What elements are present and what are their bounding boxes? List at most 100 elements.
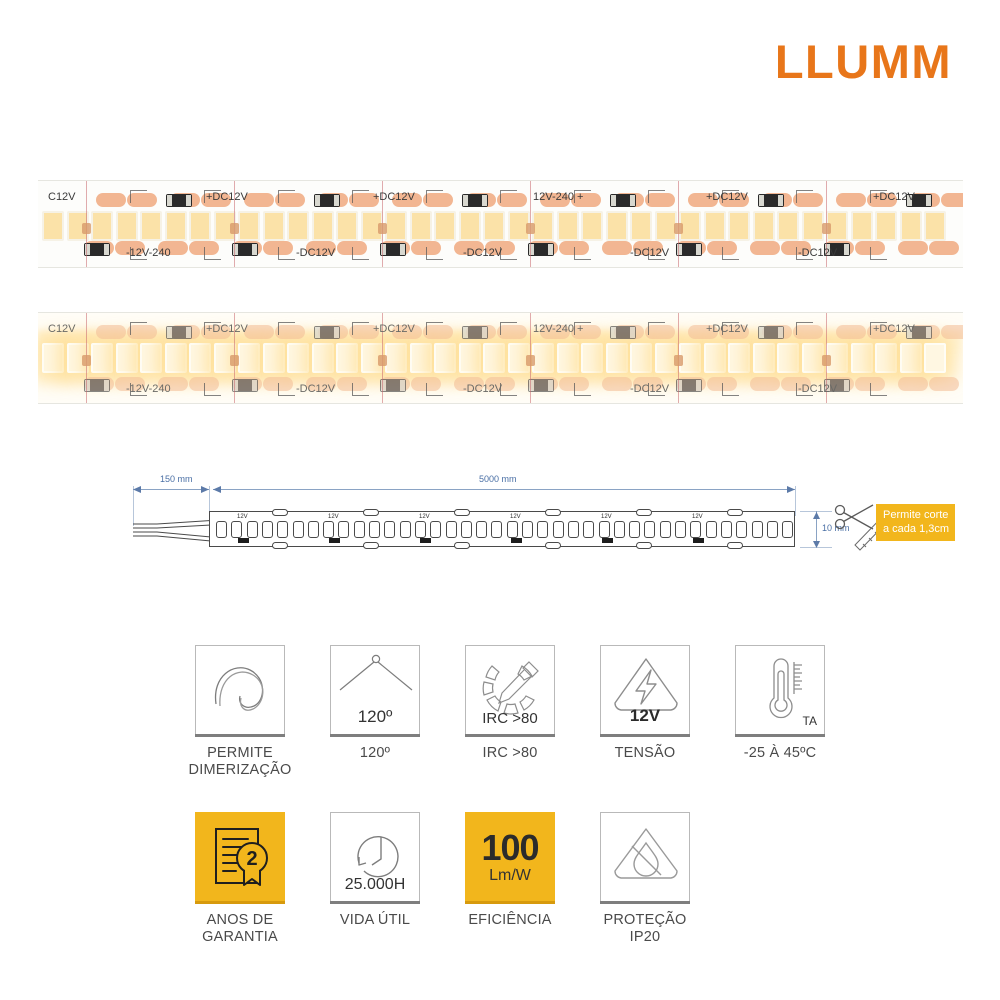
resistor-chip	[380, 379, 406, 392]
led-chip	[728, 211, 750, 241]
silkscreen-bracket	[426, 383, 443, 396]
copper-pad	[127, 193, 157, 207]
caption-line-2: IP20	[629, 929, 661, 945]
silkscreen-bracket	[204, 247, 221, 260]
solder-joint	[82, 355, 91, 366]
silkscreen-bracket	[796, 247, 813, 260]
solder-joint	[378, 223, 387, 234]
led-chip	[434, 211, 456, 241]
diagram-voltage-label: 12V	[237, 514, 248, 520]
led-chip	[556, 343, 579, 373]
marking-model-neg: -12V-240	[126, 247, 171, 259]
solder-joint	[526, 355, 535, 366]
marking-dc-positive: +DC12V	[373, 191, 415, 203]
led-chip	[899, 211, 922, 241]
feature-box: 25.000H	[330, 812, 420, 904]
marking-dc-negative: -DC12V	[463, 383, 503, 395]
diagram-led	[476, 521, 488, 538]
feature-box: 2	[195, 812, 285, 904]
feature-dimmable: PERMITE DIMERIZAÇÃO	[189, 645, 291, 779]
copper-pad	[127, 325, 157, 339]
feature-ip-rating: PROTEÇÃO IP20	[600, 812, 690, 946]
caption-line-1: 120º	[359, 745, 391, 761]
silkscreen-bracket	[870, 383, 887, 396]
feature-caption: PERMITE DIMERIZAÇÃO	[189, 745, 292, 779]
resistor-chip	[824, 379, 850, 392]
led-chip	[703, 211, 726, 241]
diagram-led	[552, 521, 564, 538]
diagram-pad	[272, 542, 288, 549]
dim-arrows-width	[813, 512, 820, 548]
dim-line-150	[133, 489, 209, 490]
feature-box: 12V	[600, 645, 690, 737]
solder-joint	[82, 223, 91, 234]
led-chip	[630, 211, 652, 241]
marking-dc-negative: -DC12V	[798, 247, 838, 259]
diagram-led	[338, 521, 350, 538]
silkscreen-bracket	[278, 383, 295, 396]
resistor-chip	[824, 243, 850, 256]
marking-model-left: C12V	[48, 323, 76, 335]
led-row	[38, 343, 963, 377]
box-underline	[600, 901, 690, 904]
led-chip	[115, 343, 138, 373]
copper-pad	[688, 193, 718, 207]
copper-pad	[158, 377, 188, 391]
led-chip	[311, 211, 334, 241]
resistor-chip	[758, 326, 784, 339]
high-voltage-icon	[614, 658, 678, 711]
copper-pad	[201, 193, 231, 207]
led-chip	[336, 343, 358, 373]
silkscreen-bracket	[130, 247, 147, 260]
silkscreen-bracket	[500, 322, 517, 335]
efficiency-value: 100	[481, 827, 539, 868]
feature-box: IRC >80	[465, 645, 555, 737]
silkscreen-bracket	[426, 322, 443, 335]
ext-line-left	[133, 486, 134, 526]
feature-caption: 120º	[360, 745, 390, 762]
copper-pad	[836, 193, 866, 207]
diagram-led	[261, 521, 273, 538]
marking-dc-positive: +DC12V	[706, 191, 748, 203]
resistor-chip	[84, 379, 110, 392]
diagram-led	[292, 521, 304, 538]
diagram-led	[736, 521, 748, 538]
copper-pad	[349, 325, 379, 339]
marking-model-mid: 12V-240 +	[533, 191, 584, 203]
solder-joint	[378, 355, 387, 366]
marking-dc-negative: -DC12V	[798, 383, 838, 395]
feature-beam-angle: 120º 120º	[330, 645, 420, 779]
diagram-led	[369, 521, 380, 538]
copper-pad	[423, 193, 453, 207]
copper-pad	[244, 325, 274, 339]
silkscreen-bracket	[796, 322, 813, 335]
diagram-pad	[545, 542, 561, 549]
solder-joint	[674, 223, 683, 234]
resistor-chip	[166, 194, 192, 207]
diagram-led	[277, 521, 289, 538]
led-chip	[385, 211, 407, 241]
led-chip	[434, 343, 456, 373]
diagram-led	[384, 521, 396, 538]
diagram-resistor	[693, 538, 704, 543]
led-chip	[752, 211, 775, 241]
copper-pad	[645, 193, 675, 207]
diagram-led	[644, 521, 656, 538]
silkscreen-bracket	[204, 383, 221, 396]
caption-line-1: PROTEÇÃO	[603, 912, 687, 928]
feature-caption: IRC >80	[483, 745, 538, 762]
copper-pad	[571, 193, 601, 207]
silkscreen-bracket	[796, 383, 813, 396]
led-chip	[532, 343, 554, 373]
copper-pad	[688, 325, 718, 339]
led-chip	[556, 211, 579, 241]
copper-pad	[96, 193, 126, 207]
dim-arrows	[133, 486, 795, 493]
resistor-chip	[906, 194, 932, 207]
led-chip	[581, 211, 603, 241]
warranty-years: 2	[246, 848, 257, 870]
diagram-resistor	[420, 538, 431, 543]
diagram-led	[567, 521, 579, 538]
led-chip	[532, 211, 554, 241]
diagram-pad	[363, 509, 379, 516]
